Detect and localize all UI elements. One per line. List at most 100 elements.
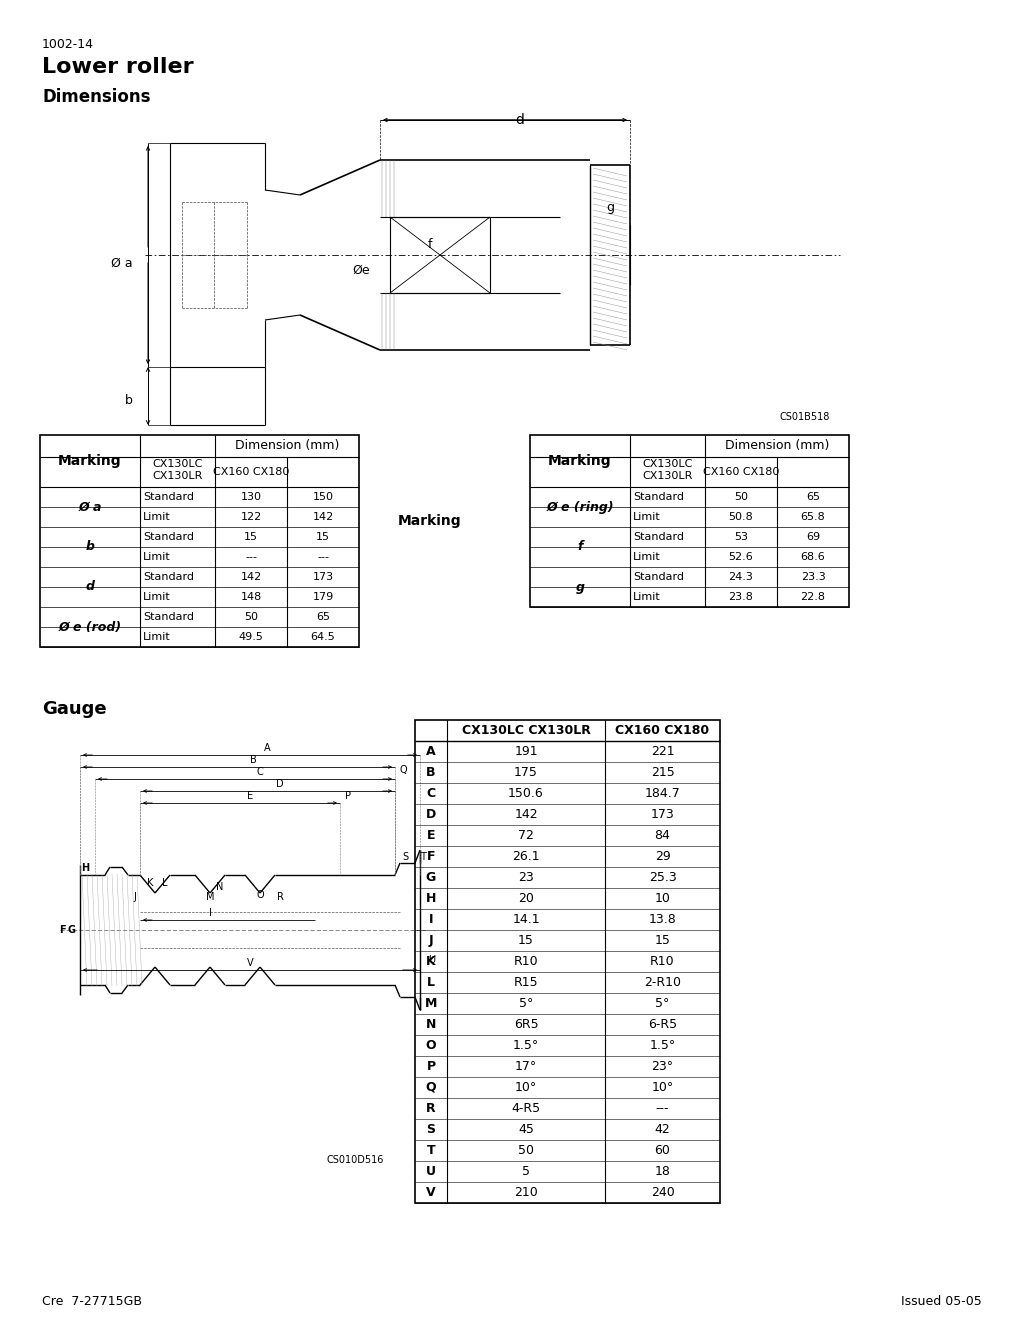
Text: H: H [81, 863, 89, 873]
Text: CX160 CX180: CX160 CX180 [213, 466, 289, 477]
Text: g: g [606, 200, 614, 213]
Text: U: U [428, 955, 435, 965]
Text: CX130LC
CX130LR: CX130LC CX130LR [153, 458, 203, 481]
Text: Limit: Limit [143, 632, 171, 643]
Text: 45: 45 [518, 1124, 534, 1136]
Bar [530, 435, 849, 607]
Text: 50: 50 [518, 1143, 534, 1157]
Text: Standard: Standard [143, 533, 194, 542]
Text: P: P [426, 1060, 435, 1073]
Text: Øe: Øe [352, 264, 370, 277]
Text: 6R5: 6R5 [514, 1018, 539, 1031]
Text: 65.8: 65.8 [801, 511, 825, 522]
Text: 240: 240 [650, 1186, 675, 1199]
Text: Standard: Standard [143, 492, 194, 502]
Text: R: R [426, 1102, 436, 1116]
Text: Standard: Standard [633, 572, 684, 582]
Text: M: M [425, 996, 437, 1010]
Text: Standard: Standard [143, 612, 194, 621]
Text: 5°: 5° [519, 996, 534, 1010]
Text: P: P [345, 791, 351, 802]
Text: 148: 148 [241, 592, 261, 602]
Text: N: N [216, 882, 223, 892]
Text: 221: 221 [650, 745, 675, 758]
Text: F: F [427, 851, 435, 863]
Text: 14.1: 14.1 [512, 913, 540, 926]
Text: Ø e (rod): Ø e (rod) [58, 620, 122, 633]
Text: CS010D516: CS010D516 [327, 1155, 384, 1165]
Text: C: C [257, 767, 263, 776]
Text: 17°: 17° [515, 1060, 538, 1073]
Text: 5°: 5° [655, 996, 670, 1010]
Text: 142: 142 [241, 572, 261, 582]
Text: Standard: Standard [633, 533, 684, 542]
Text: Lower roller: Lower roller [42, 57, 194, 77]
Text: A: A [426, 745, 436, 758]
Text: 84: 84 [654, 829, 671, 841]
Text: 150: 150 [312, 492, 334, 502]
Text: I: I [429, 913, 433, 926]
Text: 173: 173 [650, 808, 675, 822]
Text: O: O [426, 1039, 436, 1052]
Text: 23°: 23° [651, 1060, 674, 1073]
Text: 65: 65 [806, 492, 820, 502]
Text: 23.8: 23.8 [728, 592, 754, 602]
Text: Limit: Limit [633, 511, 660, 522]
Text: Marking: Marking [548, 454, 611, 468]
Text: M: M [206, 892, 214, 902]
Text: 20: 20 [518, 892, 534, 905]
Text: Q: Q [426, 1081, 436, 1094]
Text: 53: 53 [734, 533, 748, 542]
Text: L: L [162, 878, 168, 888]
Text: 29: 29 [654, 851, 671, 863]
Text: 15: 15 [244, 533, 258, 542]
Text: B: B [426, 766, 436, 779]
Text: Limit: Limit [143, 592, 171, 602]
Text: D: D [426, 808, 436, 822]
Text: J: J [429, 934, 433, 947]
Text: CS01B518: CS01B518 [779, 412, 830, 421]
Text: 26.1: 26.1 [512, 851, 540, 863]
Text: 65: 65 [316, 612, 330, 621]
Text: 191: 191 [514, 745, 538, 758]
Text: g: g [575, 580, 585, 594]
Text: Limit: Limit [143, 511, 171, 522]
Text: d: d [515, 113, 524, 127]
Text: Cre  7-27715GB: Cre 7-27715GB [42, 1295, 142, 1308]
Text: d: d [85, 580, 94, 594]
Text: Limit: Limit [143, 553, 171, 562]
Text: Marking: Marking [58, 454, 122, 468]
Text: CX130LC CX130LR: CX130LC CX130LR [462, 723, 591, 737]
Text: F: F [58, 925, 66, 935]
Text: f: f [428, 238, 432, 252]
Text: R: R [276, 892, 284, 902]
Text: E: E [427, 829, 435, 841]
Text: K: K [146, 878, 154, 888]
Text: 13.8: 13.8 [648, 913, 677, 926]
Text: Limit: Limit [633, 553, 660, 562]
Text: 1.5°: 1.5° [513, 1039, 539, 1052]
Text: 5: 5 [522, 1165, 530, 1178]
Text: I: I [209, 908, 211, 918]
Text: Dimensions: Dimensions [42, 87, 151, 106]
Text: ---: --- [655, 1102, 670, 1116]
Text: 150.6: 150.6 [508, 787, 544, 800]
Text: Limit: Limit [633, 592, 660, 602]
Text: Ø a: Ø a [112, 257, 133, 269]
Text: 69: 69 [806, 533, 820, 542]
Text: 1.5°: 1.5° [649, 1039, 676, 1052]
Text: R10: R10 [514, 955, 539, 969]
Text: 175: 175 [514, 766, 538, 779]
Text: 215: 215 [650, 766, 675, 779]
Text: T: T [427, 1143, 435, 1157]
Text: 18: 18 [654, 1165, 671, 1178]
Text: D: D [276, 779, 284, 788]
Text: 49.5: 49.5 [239, 632, 263, 643]
Text: 15: 15 [654, 934, 671, 947]
Text: ---: --- [245, 553, 257, 562]
Text: T: T [420, 852, 426, 863]
Text: Ø a: Ø a [78, 501, 101, 514]
Text: 50: 50 [244, 612, 258, 621]
Text: 15: 15 [316, 533, 330, 542]
Text: 173: 173 [312, 572, 334, 582]
